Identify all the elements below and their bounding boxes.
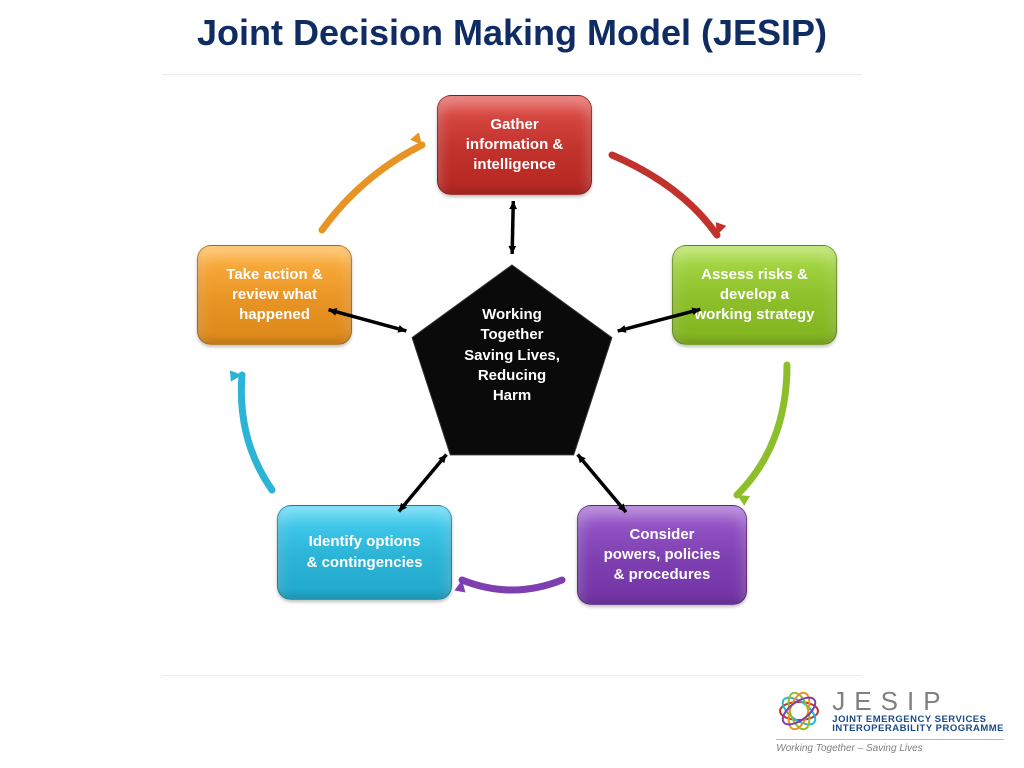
node-gather: Gatherinformation &intelligence (437, 95, 592, 195)
node-identify: Identify options& contingencies (277, 505, 452, 600)
node-take: Take action &review whathappened (197, 245, 352, 345)
jesip-logo: JESIP JOINT EMERGENCY SERVICES INTEROPER… (776, 686, 1004, 754)
brand-letters: JESIP (832, 686, 1004, 717)
brand-sub2: INTEROPERABILITY PROGRAMME (832, 724, 1004, 735)
node-label: Gatherinformation &intelligence (466, 115, 564, 176)
page-title: Joint Decision Making Model (JESIP) (0, 0, 1024, 54)
node-label: Take action &review whathappened (226, 265, 322, 326)
node-label: Identify options& contingencies (307, 532, 423, 573)
node-consider: Considerpowers, policies& procedures (577, 505, 747, 605)
knot-icon (776, 688, 822, 734)
node-label: Considerpowers, policies& procedures (604, 525, 721, 586)
center-label: WorkingTogetherSaving Lives,ReducingHarm (452, 305, 572, 406)
node-assess: Assess risks &develop aworking strategy (672, 245, 837, 345)
node-label: Assess risks &develop aworking strategy (694, 265, 814, 326)
brand-tagline: Working Together – Saving Lives (776, 739, 1004, 754)
jdm-diagram: WorkingTogetherSaving Lives,ReducingHarm… (162, 74, 862, 676)
